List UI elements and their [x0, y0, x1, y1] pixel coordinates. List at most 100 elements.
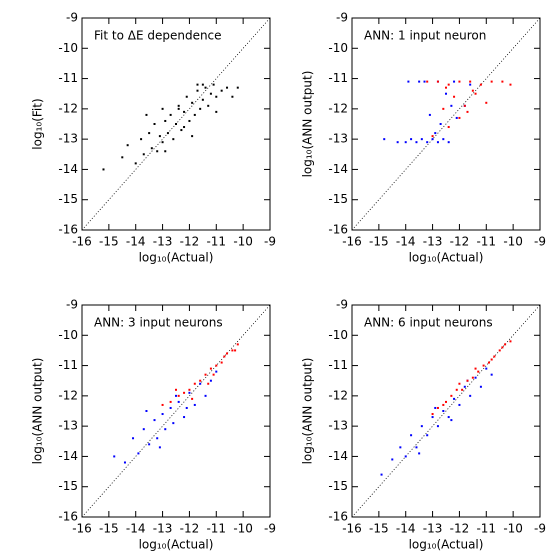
point	[215, 110, 218, 113]
annotation: ANN: 1 input neuron	[364, 29, 486, 43]
point	[466, 379, 469, 382]
point	[220, 361, 223, 364]
point	[142, 153, 145, 156]
x-tick-label: -11	[476, 235, 496, 249]
point	[148, 443, 151, 446]
point	[113, 455, 116, 458]
x-tick-label: -12	[180, 522, 200, 536]
point	[188, 391, 191, 394]
point	[407, 80, 410, 83]
point	[201, 98, 204, 101]
point	[474, 376, 477, 379]
point	[207, 382, 210, 385]
point	[215, 95, 218, 98]
x-tick-label: -14	[126, 522, 146, 536]
point	[169, 406, 172, 409]
x-tick-label: -15	[99, 235, 119, 249]
point	[426, 434, 429, 437]
point	[436, 406, 439, 409]
point	[199, 379, 202, 382]
y-tick-label: -12	[58, 388, 78, 402]
point	[220, 89, 223, 92]
point	[458, 80, 461, 83]
point	[161, 107, 164, 110]
point	[209, 379, 212, 382]
point	[140, 138, 143, 141]
point	[191, 101, 194, 104]
x-tick-label: -13	[423, 235, 443, 249]
x-tick-label: -12	[450, 235, 470, 249]
point	[164, 428, 167, 431]
x-tick-label: -11	[476, 522, 496, 536]
point	[509, 340, 512, 343]
x-tick-label: -14	[126, 235, 146, 249]
x-tick-label: -13	[423, 522, 443, 536]
point	[236, 343, 239, 346]
x-axis-label: log₁₀(Actual)	[139, 538, 214, 552]
point	[447, 83, 450, 86]
plot-frame	[81, 304, 271, 518]
x-tick-label: -10	[503, 522, 523, 536]
y-tick-label: -11	[58, 358, 78, 372]
point	[458, 403, 461, 406]
x-tick-label: -12	[180, 235, 200, 249]
annotation: ANN: 3 input neurons	[94, 316, 223, 330]
point	[123, 461, 126, 464]
y-axis-label: log₁₀(ANN output)	[31, 358, 45, 465]
x-tick-label: -11	[206, 522, 226, 536]
point	[420, 138, 423, 141]
point	[191, 397, 194, 400]
x-axis-label: log₁₀(Actual)	[409, 538, 484, 552]
point	[161, 413, 164, 416]
point	[423, 80, 426, 83]
point	[434, 406, 437, 409]
point	[490, 358, 493, 361]
point	[175, 123, 177, 125]
point	[196, 83, 199, 86]
point	[504, 343, 507, 346]
point	[453, 397, 456, 400]
point	[391, 458, 394, 461]
point	[420, 425, 423, 428]
y-tick-label: -11	[58, 71, 78, 85]
diagonal	[81, 304, 271, 518]
point	[183, 126, 186, 129]
point	[490, 80, 493, 83]
point	[493, 355, 496, 358]
point	[153, 419, 156, 422]
point	[410, 138, 413, 141]
point	[471, 376, 474, 379]
point	[226, 86, 229, 89]
point	[150, 147, 153, 150]
y-tick-label: -9	[66, 298, 78, 312]
point	[185, 95, 188, 98]
point	[204, 394, 207, 397]
y-tick-label: -14	[58, 162, 78, 176]
point	[466, 110, 469, 113]
point	[231, 349, 234, 352]
point	[431, 135, 434, 138]
x-axis-label: log₁₀(Actual)	[139, 251, 214, 265]
point	[450, 394, 453, 397]
point	[434, 132, 437, 135]
point	[479, 83, 482, 86]
point	[469, 80, 472, 83]
point	[461, 388, 464, 391]
x-tick-label: -10	[233, 522, 253, 536]
point	[431, 416, 434, 419]
point	[161, 141, 164, 144]
point	[193, 113, 196, 116]
point	[191, 135, 194, 138]
point	[153, 123, 156, 125]
point	[183, 391, 186, 394]
x-tick-label: -16	[72, 522, 92, 536]
point	[183, 416, 186, 419]
point	[431, 413, 434, 416]
point	[458, 116, 461, 119]
point	[148, 132, 151, 135]
point	[234, 349, 237, 352]
point	[132, 437, 135, 440]
point	[196, 89, 199, 92]
